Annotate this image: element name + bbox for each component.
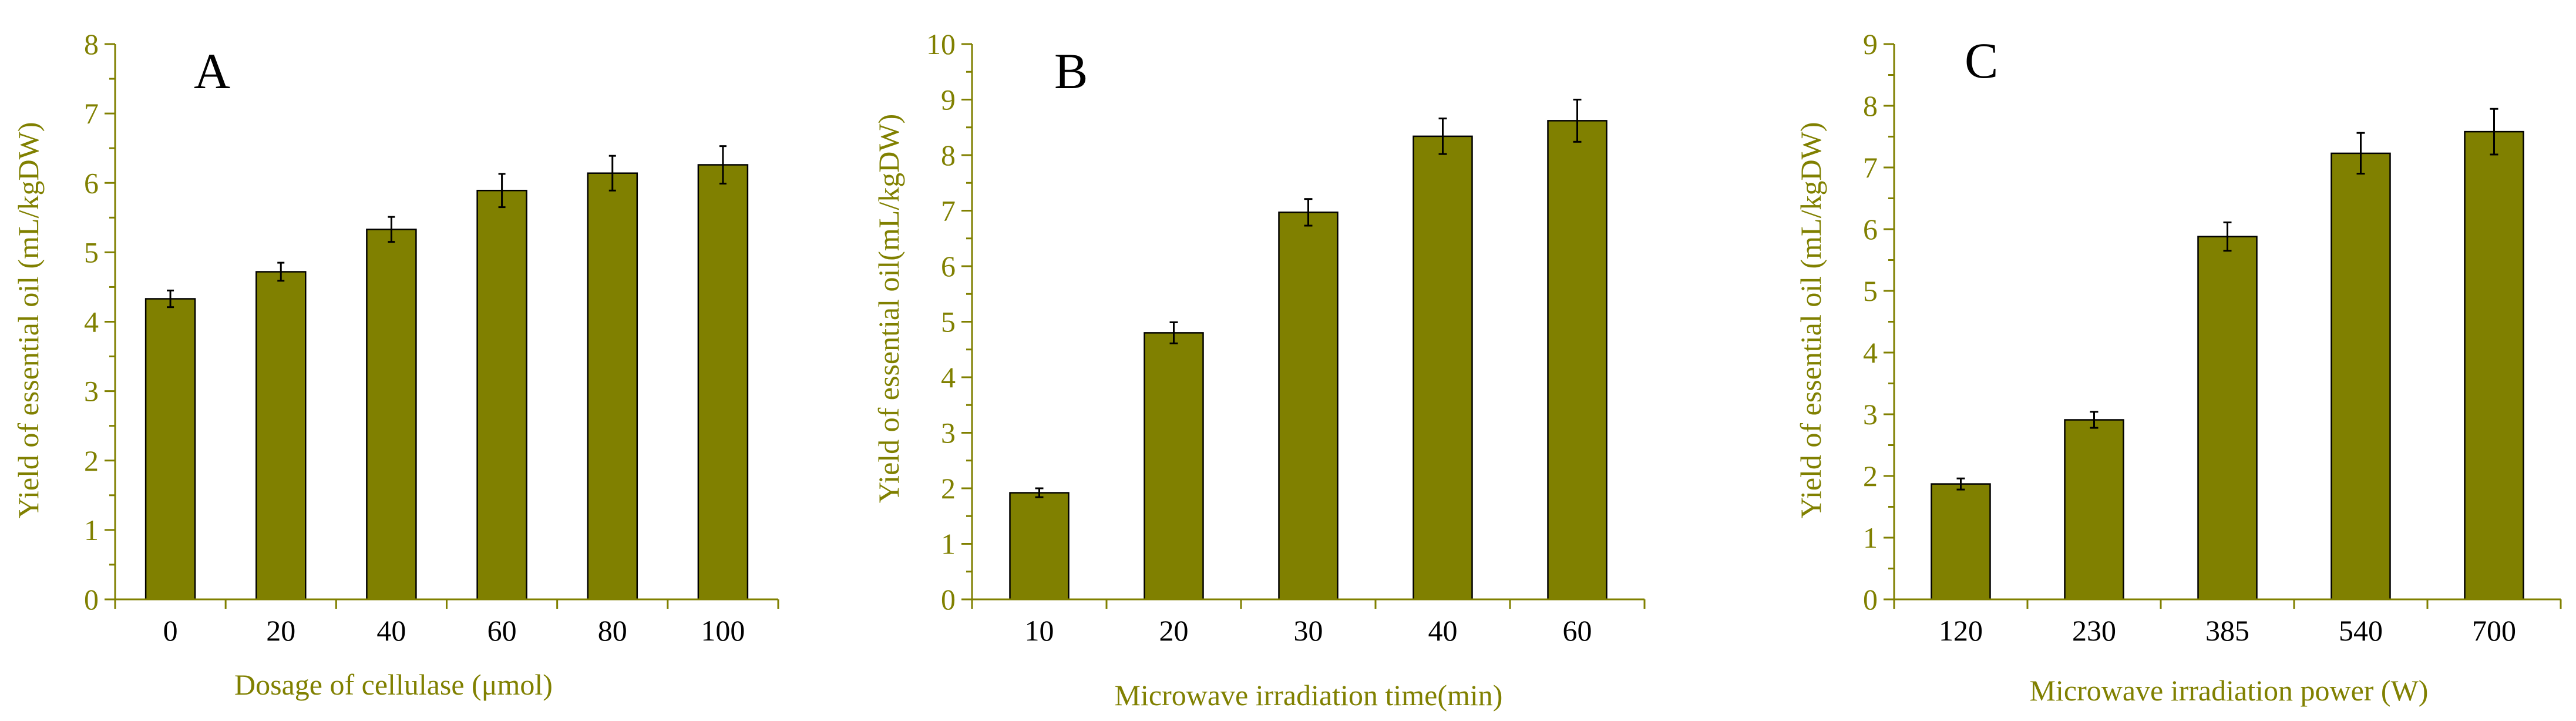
x-tick-label-540: 540 bbox=[2339, 614, 2383, 647]
y-tick-label: 8 bbox=[84, 28, 99, 61]
bar-20 bbox=[1144, 332, 1204, 601]
y-tick-label: 6 bbox=[941, 250, 956, 283]
x-tick-label-40: 40 bbox=[1428, 614, 1458, 647]
chart-panel-a: A Yield of essential oil (mL/kgDW) Dosag… bbox=[12, 28, 779, 701]
bar-120 bbox=[1931, 483, 1991, 601]
x-tick-label-120: 120 bbox=[1939, 614, 1983, 647]
y-tick-label: 7 bbox=[84, 97, 99, 130]
x-tick-label-80: 80 bbox=[598, 614, 627, 647]
y-tick-label: 5 bbox=[1863, 274, 1878, 307]
x-axis-title-c: Microwave irradiation power (W) bbox=[2030, 674, 2429, 707]
x-tick-label-40: 40 bbox=[376, 614, 406, 647]
bar-230 bbox=[2064, 419, 2124, 601]
bar-40 bbox=[1413, 135, 1473, 601]
y-tick-label: 10 bbox=[926, 28, 956, 61]
y-axis-title-c: Yield of essential oil (mL/kgDW) bbox=[1794, 122, 1827, 519]
bar-385 bbox=[2197, 236, 2258, 601]
error-bar-10 bbox=[1035, 487, 1044, 498]
error-bar-100 bbox=[719, 145, 727, 185]
y-tick-label: 1 bbox=[84, 514, 99, 546]
x-tick-label-385: 385 bbox=[2205, 614, 2249, 647]
chart-panel-c: C Yield of essential oil (mL/kgDW) Micro… bbox=[1794, 28, 2562, 707]
x-axis-title-b: Microwave irradiation time(min) bbox=[1115, 679, 1503, 712]
x-tick-label-700: 700 bbox=[2472, 614, 2516, 647]
x-axis-title-a: Dosage of cellulase (μmol) bbox=[234, 668, 553, 701]
error-bar-30 bbox=[1304, 198, 1313, 227]
x-tick-label-60: 60 bbox=[487, 614, 517, 647]
y-tick-label: 0 bbox=[1863, 583, 1878, 616]
error-bar-20 bbox=[1169, 321, 1178, 344]
y-tick-label: 6 bbox=[84, 166, 99, 199]
y-axis-title-a: Yield of essential oil (mL/kgDW) bbox=[12, 122, 45, 519]
y-tick-label: 5 bbox=[84, 236, 99, 269]
y-tick-label: 7 bbox=[941, 194, 956, 227]
bar-0 bbox=[144, 298, 196, 601]
bar-30 bbox=[1278, 212, 1339, 601]
bar-540 bbox=[2330, 152, 2391, 601]
y-tick-label: 8 bbox=[1863, 89, 1878, 122]
y-axis-title-b: Yield of essential oil(mL/kgDW) bbox=[872, 114, 905, 503]
error-bar-60 bbox=[498, 173, 506, 209]
y-tick-label: 2 bbox=[84, 444, 99, 477]
y-tick-label: 2 bbox=[1863, 460, 1878, 492]
y-tick-label: 1 bbox=[941, 528, 956, 561]
y-tick-label: 3 bbox=[1863, 398, 1878, 431]
x-tick-label-10: 10 bbox=[1025, 614, 1054, 647]
bar-40 bbox=[366, 229, 417, 601]
bar-10 bbox=[1009, 492, 1070, 601]
x-tick-label-60: 60 bbox=[1563, 614, 1592, 647]
y-tick-label: 6 bbox=[1863, 213, 1878, 246]
error-bar-120 bbox=[1956, 477, 1965, 491]
y-tick-label: 4 bbox=[84, 306, 99, 338]
error-bar-40 bbox=[1438, 118, 1447, 155]
x-tick-label-20: 20 bbox=[266, 614, 295, 647]
x-tick-label-230: 230 bbox=[2072, 614, 2116, 647]
y-tick-label: 8 bbox=[941, 139, 956, 172]
y-tick-label: 4 bbox=[1863, 336, 1878, 369]
bar-60 bbox=[1547, 120, 1608, 601]
error-bar-20 bbox=[277, 261, 285, 282]
x-tick-label-20: 20 bbox=[1159, 614, 1189, 647]
y-tick-label: 0 bbox=[941, 583, 956, 616]
panel-label-a: A bbox=[194, 43, 230, 99]
y-tick-label: 5 bbox=[941, 306, 956, 338]
x-tick-label-0: 0 bbox=[163, 614, 178, 647]
error-bar-700 bbox=[2490, 108, 2498, 156]
y-tick-label: 4 bbox=[941, 361, 956, 394]
y-tick-label: 0 bbox=[84, 583, 99, 616]
y-tick-label: 7 bbox=[1863, 151, 1878, 184]
x-tick-label-30: 30 bbox=[1294, 614, 1323, 647]
error-bar-230 bbox=[2090, 411, 2099, 429]
error-bar-40 bbox=[388, 216, 395, 243]
bar-20 bbox=[255, 271, 307, 601]
bar-80 bbox=[587, 172, 638, 601]
error-bar-385 bbox=[2223, 221, 2232, 252]
y-tick-label: 2 bbox=[941, 472, 956, 505]
error-bar-0 bbox=[167, 289, 174, 308]
error-bar-80 bbox=[608, 155, 616, 192]
panel-label-c: C bbox=[1965, 32, 1998, 89]
error-bar-540 bbox=[2356, 132, 2365, 175]
error-bar-60 bbox=[1573, 99, 1582, 143]
y-tick-label: 3 bbox=[84, 375, 99, 408]
chart-panel-b: B Yield of essential oil(mL/kgDW) Microw… bbox=[872, 28, 1646, 712]
bar-100 bbox=[697, 164, 749, 601]
y-tick-label: 3 bbox=[941, 417, 956, 450]
y-tick-label: 1 bbox=[1863, 521, 1878, 554]
y-tick-label: 9 bbox=[941, 83, 956, 116]
bar-700 bbox=[2464, 130, 2524, 601]
bar-60 bbox=[476, 189, 527, 601]
x-tick-label-100: 100 bbox=[701, 614, 745, 647]
y-tick-label: 9 bbox=[1863, 28, 1878, 61]
panel-label-b: B bbox=[1054, 43, 1088, 99]
